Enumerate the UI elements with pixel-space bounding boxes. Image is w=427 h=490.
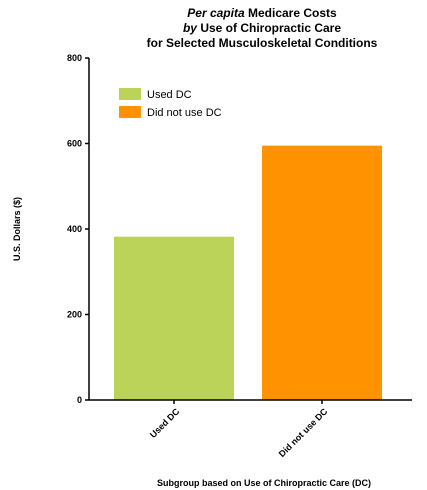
- y-tick-label: 0: [77, 395, 82, 405]
- y-axis-label: U.S. Dollars ($): [12, 197, 22, 261]
- y-tick-label: 600: [67, 139, 82, 149]
- chart-title-line-1-rest: Medicare Costs: [245, 6, 337, 20]
- chart-title-line-1-italic: Per capita: [187, 6, 245, 20]
- chart-title-line-2-italic: by: [183, 21, 198, 35]
- legend: Used DC Did not use DC: [119, 88, 222, 119]
- bar-did-not-use-dc: [262, 145, 382, 400]
- y-axis-ticks: 0 200 400 600 800: [67, 53, 89, 405]
- legend-swatch-did-not-use-dc: [119, 106, 141, 118]
- legend-label-used-dc: Used DC: [147, 89, 192, 101]
- x-tick-label: Did not use DC: [277, 406, 330, 459]
- chart-title-line-3: for Selected Musculoskeletal Conditions: [147, 36, 378, 50]
- bar-used-dc: [114, 236, 234, 400]
- chart-title-line-1: Per capita Medicare Costs: [187, 6, 337, 20]
- y-tick-label: 800: [67, 53, 82, 63]
- y-tick-label: 400: [67, 224, 82, 234]
- y-tick-label: 200: [67, 310, 82, 320]
- legend-swatch-used-dc: [119, 88, 141, 100]
- chart-title-line-2: by Use of Chiropractic Care: [183, 21, 341, 35]
- bars: [114, 145, 382, 400]
- legend-label-did-not-use-dc: Did not use DC: [147, 107, 222, 119]
- x-axis-ticks: Used DC Did not use DC: [148, 400, 330, 459]
- x-tick-label: Used DC: [148, 406, 182, 440]
- chart-title-line-2-rest: Use of Chiropractic Care: [197, 21, 341, 35]
- x-axis-label: Subgroup based on Use of Chiropractic Ca…: [157, 478, 371, 488]
